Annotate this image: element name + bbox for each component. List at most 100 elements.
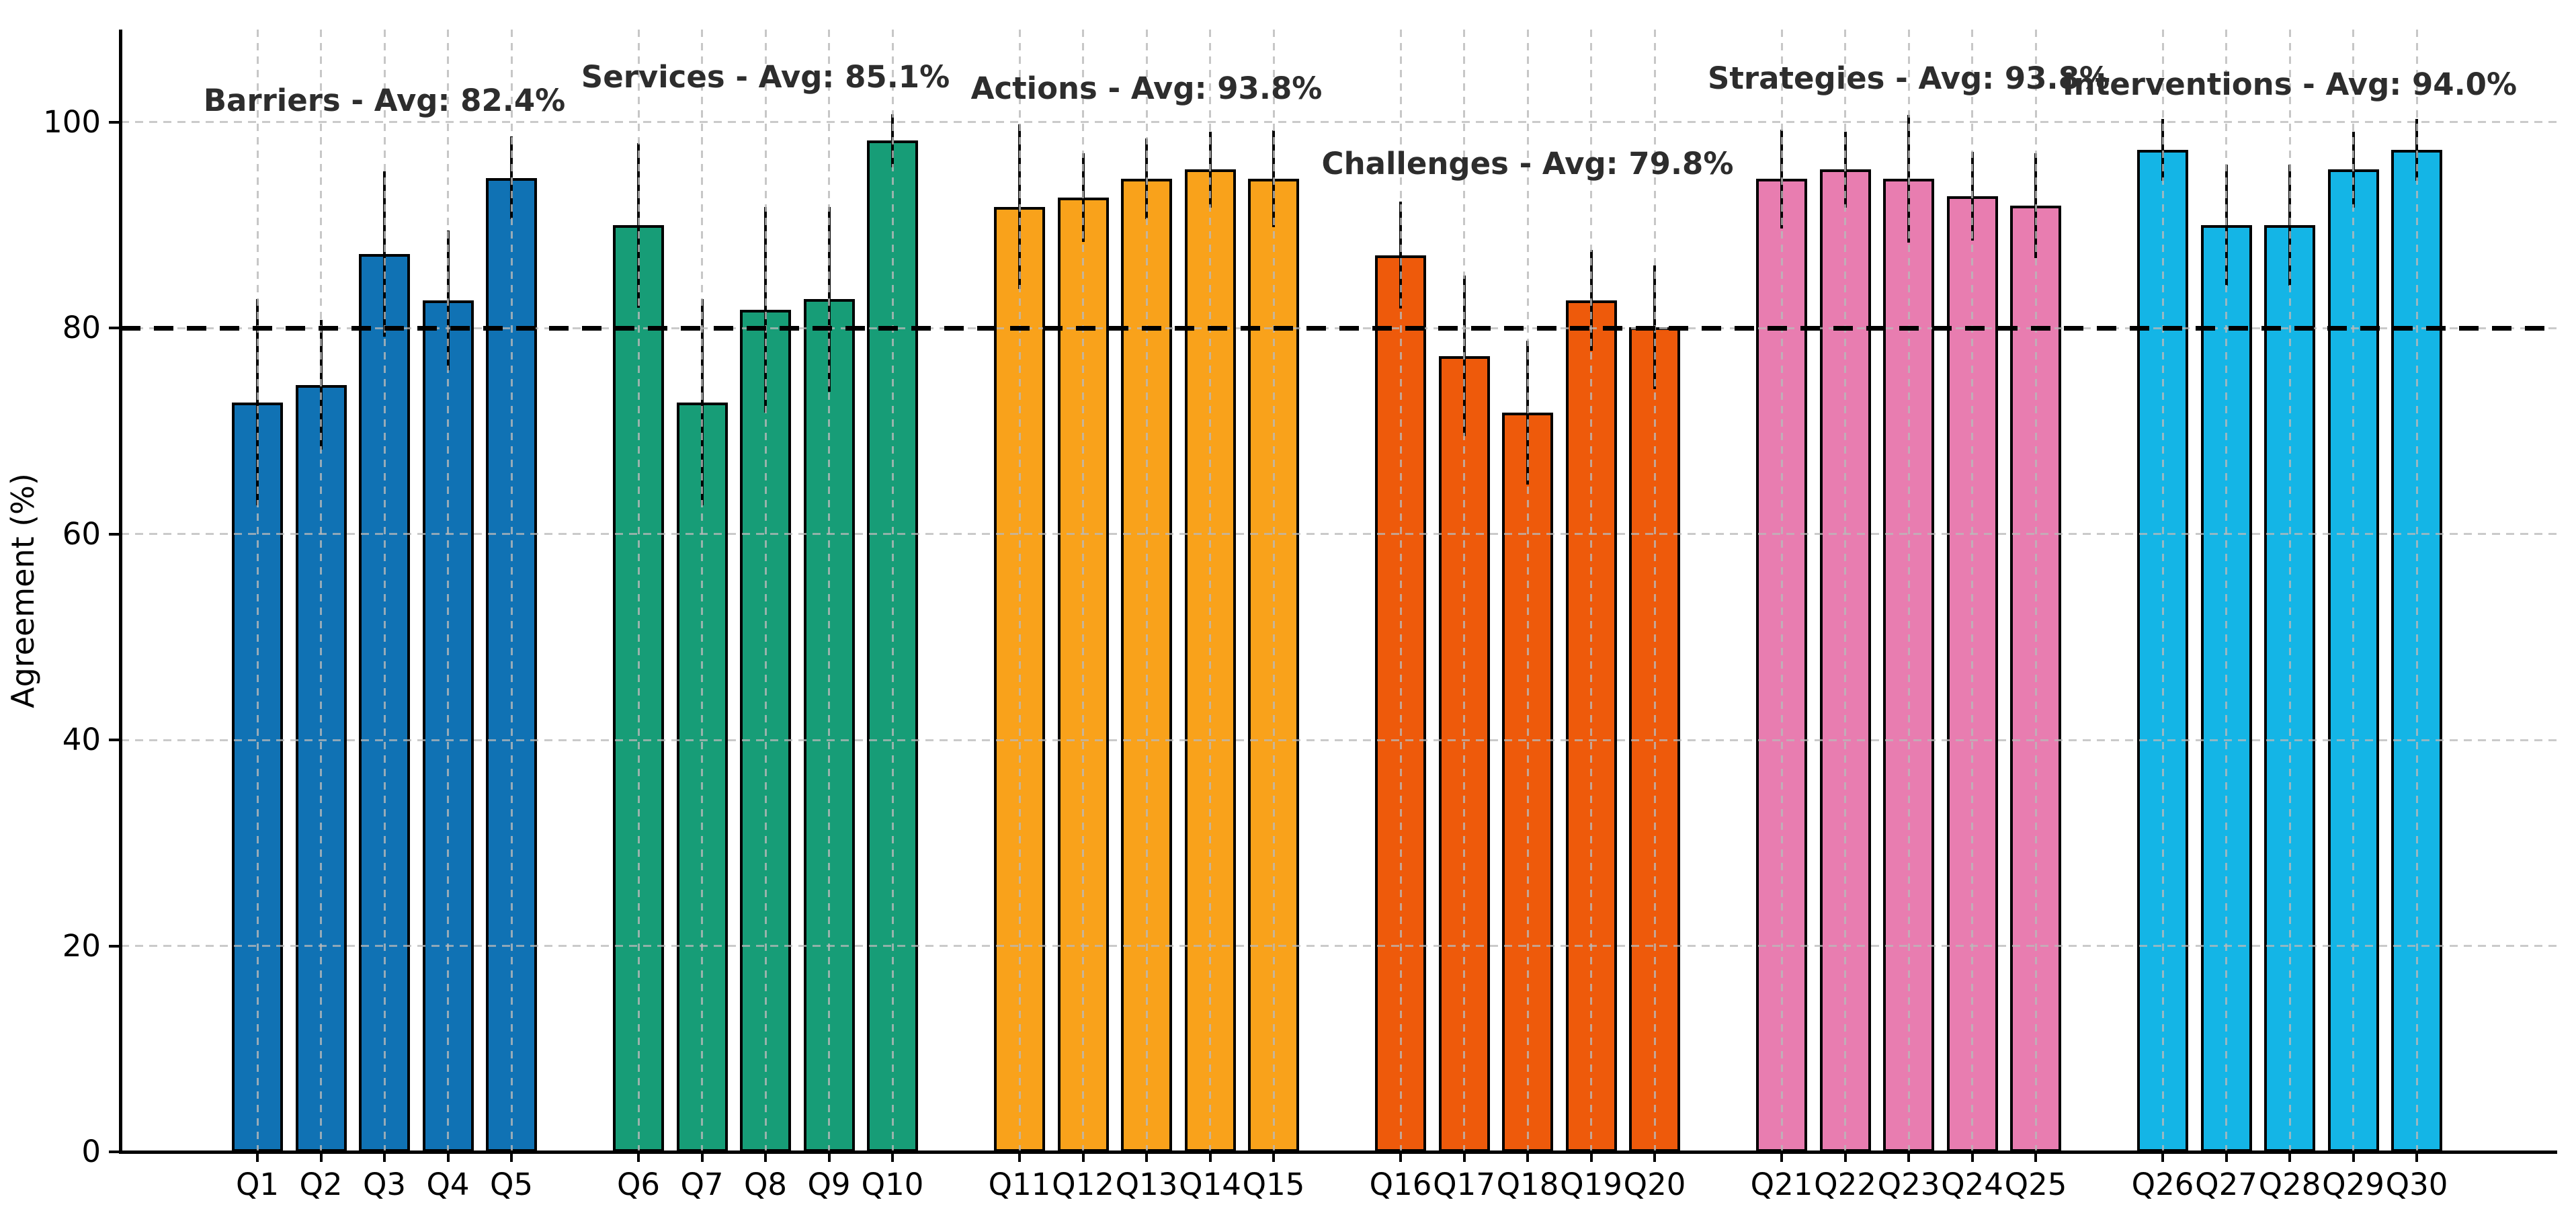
x-tick-mark	[383, 1153, 386, 1162]
x-tick-mark	[1462, 1153, 1466, 1162]
vertical-gridline	[2225, 30, 2227, 1152]
reference-line-80pct	[121, 325, 2557, 331]
x-tick-mark	[2352, 1153, 2355, 1162]
y-tick-mark	[109, 327, 121, 330]
x-tick-mark	[2415, 1153, 2418, 1162]
x-tick-mark	[1018, 1153, 1021, 1162]
group-label-interventions: Interventions - Avg: 94.0%	[2062, 66, 2518, 102]
x-tick-label-q9: Q9	[807, 1167, 851, 1202]
x-tick-mark	[1145, 1153, 1148, 1162]
x-tick-label-q11: Q11	[988, 1167, 1051, 1202]
x-tick-label-q4: Q4	[426, 1167, 470, 1202]
x-tick-label-q14: Q14	[1179, 1167, 1241, 1202]
vertical-gridline	[1145, 30, 1148, 1152]
x-tick-label-q26: Q26	[2131, 1167, 2194, 1202]
x-tick-mark	[1589, 1153, 1593, 1162]
vertical-gridline	[1018, 30, 1021, 1152]
x-tick-mark	[891, 1153, 894, 1162]
x-tick-mark	[1970, 1153, 1974, 1162]
x-tick-label-q24: Q24	[1941, 1167, 2003, 1202]
y-tick-mark	[109, 1151, 121, 1153]
x-tick-mark	[1081, 1153, 1085, 1162]
x-tick-label-q17: Q17	[1433, 1167, 1495, 1202]
vertical-gridline	[1209, 30, 1211, 1152]
x-tick-label-q19: Q19	[1560, 1167, 1622, 1202]
y-tick-label: 40	[62, 722, 101, 758]
y-gridline	[121, 533, 2557, 536]
x-tick-mark	[827, 1153, 831, 1162]
y-tick-mark	[109, 739, 121, 742]
x-tick-mark	[637, 1153, 640, 1162]
vertical-gridline	[701, 30, 703, 1152]
x-axis-spine	[119, 1151, 2557, 1154]
plot-area	[121, 30, 2557, 1152]
x-tick-mark	[1208, 1153, 1212, 1162]
vertical-gridline	[2288, 30, 2291, 1152]
x-tick-label-q21: Q21	[1750, 1167, 1813, 1202]
vertical-gridline	[1844, 30, 1846, 1152]
group-label-services: Services - Avg: 85.1%	[581, 59, 950, 95]
y-tick-label: 100	[43, 103, 101, 140]
vertical-gridline	[1399, 30, 1402, 1152]
vertical-gridline	[2352, 30, 2354, 1152]
x-tick-label-q16: Q16	[1369, 1167, 1432, 1202]
group-label-actions: Actions - Avg: 93.8%	[970, 70, 1323, 106]
x-tick-label-q20: Q20	[1623, 1167, 1686, 1202]
x-tick-label-q7: Q7	[680, 1167, 724, 1202]
x-tick-label-q18: Q18	[1496, 1167, 1559, 1202]
group-label-strategies: Strategies - Avg: 93.8%	[1707, 60, 2110, 96]
x-tick-mark	[1526, 1153, 1529, 1162]
x-tick-label-q10: Q10	[861, 1167, 924, 1202]
x-tick-mark	[700, 1153, 704, 1162]
y-tick-label: 20	[62, 927, 101, 964]
x-tick-mark	[2161, 1153, 2164, 1162]
x-tick-mark	[1780, 1153, 1783, 1162]
vertical-gridline	[637, 30, 640, 1152]
x-tick-label-q25: Q25	[2004, 1167, 2067, 1202]
y-gridline	[121, 739, 2557, 741]
vertical-gridline	[1272, 30, 1275, 1152]
x-tick-mark	[1272, 1153, 1275, 1162]
group-label-barriers: Barriers - Avg: 82.4%	[203, 83, 566, 119]
x-tick-label-q2: Q2	[299, 1167, 343, 1202]
x-tick-label-q12: Q12	[1052, 1167, 1114, 1202]
x-tick-label-q27: Q27	[2195, 1167, 2257, 1202]
y-axis-spine	[119, 30, 122, 1154]
x-tick-label-q6: Q6	[616, 1167, 661, 1202]
vertical-gridline	[828, 30, 830, 1152]
vertical-gridline	[2034, 30, 2037, 1152]
vertical-gridline	[1653, 30, 1656, 1152]
x-tick-mark	[2225, 1153, 2228, 1162]
x-tick-label-q29: Q29	[2322, 1167, 2384, 1202]
x-tick-label-q3: Q3	[362, 1167, 407, 1202]
vertical-gridline	[891, 30, 894, 1152]
vertical-gridline	[1907, 30, 1910, 1152]
x-tick-label-q5: Q5	[489, 1167, 534, 1202]
x-tick-mark	[2288, 1153, 2291, 1162]
y-tick-mark	[109, 120, 121, 124]
y-tick-label: 0	[81, 1134, 101, 1169]
vertical-gridline	[320, 30, 322, 1152]
y-gridline	[121, 121, 2557, 124]
x-tick-label-q28: Q28	[2258, 1167, 2321, 1202]
x-tick-mark	[2034, 1153, 2037, 1162]
vertical-gridline	[1526, 30, 1529, 1152]
vertical-gridline	[256, 30, 259, 1152]
vertical-gridline	[1463, 30, 1465, 1152]
group-label-challenges: Challenges - Avg: 79.8%	[1321, 145, 1734, 181]
x-tick-label-q13: Q13	[1115, 1167, 1178, 1202]
x-tick-mark	[256, 1153, 259, 1162]
x-tick-label-q30: Q30	[2385, 1167, 2448, 1202]
x-tick-mark	[1907, 1153, 1910, 1162]
vertical-gridline	[510, 30, 513, 1152]
y-tick-mark	[109, 532, 121, 536]
vertical-gridline	[383, 30, 386, 1152]
vertical-gridline	[447, 30, 449, 1152]
vertical-gridline	[1780, 30, 1783, 1152]
x-tick-mark	[764, 1153, 767, 1162]
x-tick-mark	[1843, 1153, 1847, 1162]
x-tick-label-q22: Q22	[1814, 1167, 1876, 1202]
x-tick-mark	[1399, 1153, 1402, 1162]
y-tick-label: 60	[62, 515, 101, 552]
